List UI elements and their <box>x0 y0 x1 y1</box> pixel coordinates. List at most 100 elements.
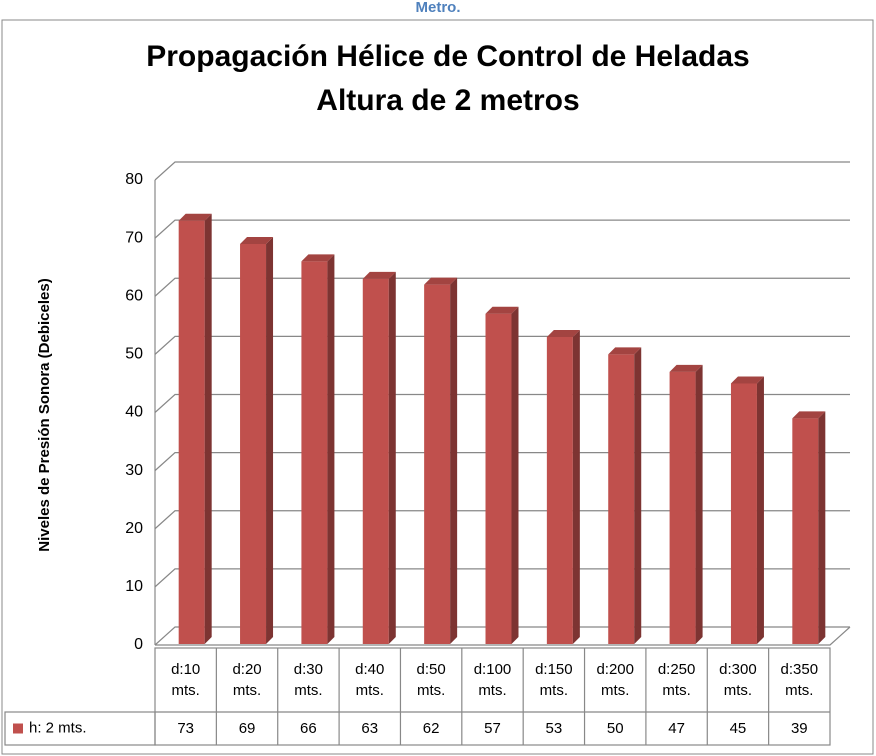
x-tick-label-box: d:40 mts. <box>355 661 385 699</box>
bar-front <box>424 284 451 644</box>
table-value-box: 66 <box>300 720 317 737</box>
bar-top <box>730 376 764 384</box>
bar <box>485 306 519 644</box>
y-tick-label: 60 <box>125 287 143 304</box>
table-value: 45 <box>729 720 747 737</box>
table-value: 50 <box>606 720 624 737</box>
grid-line <box>154 161 850 181</box>
bar-side <box>388 271 396 644</box>
bar-side <box>511 306 519 644</box>
y-tick-label: 10 <box>125 578 143 595</box>
bar <box>792 411 826 644</box>
table-value-box: 69 <box>238 720 256 737</box>
bar <box>546 329 580 644</box>
bar <box>178 213 212 644</box>
table-value: 66 <box>300 720 317 737</box>
x-tick-label: d:200 mts. <box>596 661 634 699</box>
bar-top <box>424 277 458 285</box>
bar-side <box>450 277 458 644</box>
bar-top <box>792 411 826 419</box>
grid-line <box>154 335 850 355</box>
x-tick-label: d:50 mts. <box>416 661 446 699</box>
y-tick-label: 20 <box>125 520 143 537</box>
bar-front <box>730 383 757 644</box>
grid-line <box>154 277 850 297</box>
y-axis-label: Niveles de Presión Sonora (Debiceles) <box>36 278 53 551</box>
bar-top <box>240 236 274 244</box>
table-value: 63 <box>361 720 379 737</box>
bar-side <box>818 411 826 644</box>
bar-top <box>301 254 335 262</box>
table-value: 47 <box>668 720 685 737</box>
bar <box>240 236 274 644</box>
x-tick-label: d:20 mts. <box>232 661 262 699</box>
x-tick-label-box: d:300 mts. <box>719 661 757 699</box>
table-value-box: 63 <box>361 720 379 737</box>
bar-top <box>485 306 519 314</box>
table-value: 69 <box>238 720 256 737</box>
table-value-box: 57 <box>484 720 501 737</box>
floor-edge <box>155 626 851 646</box>
x-tick-label: d:30 mts. <box>293 661 323 699</box>
bar-side <box>204 213 212 644</box>
bar-top <box>546 329 580 337</box>
bar-side <box>634 347 642 644</box>
table-value: 57 <box>484 720 501 737</box>
bar <box>362 271 396 644</box>
bar-front <box>178 220 205 644</box>
chart-title: Propagación Hélice de Control de Heladas <box>146 40 750 73</box>
bar-front <box>240 243 267 644</box>
bar <box>424 277 458 644</box>
table-value-box: 39 <box>791 720 808 737</box>
y-tick-label: 50 <box>125 346 143 363</box>
bar-top <box>362 271 396 279</box>
bar-side <box>327 254 335 644</box>
x-tick-label: d:10 mts. <box>171 661 201 699</box>
grid-line <box>154 219 850 239</box>
bar-front <box>669 371 696 644</box>
bar-side <box>756 376 764 644</box>
x-tick-label: d:40 mts. <box>355 661 385 699</box>
table-value-box: 73 <box>177 720 194 737</box>
table-value-box: 50 <box>606 720 624 737</box>
table-border <box>154 647 831 746</box>
x-tick-label-box: d:100 mts. <box>473 661 512 699</box>
bar-side <box>695 364 703 644</box>
bar-front <box>301 261 328 644</box>
table-value-box: 62 <box>422 720 440 737</box>
x-tick-label-box: d:50 mts. <box>416 661 446 699</box>
caption: Metro. <box>416 0 461 16</box>
y-tick-label: 70 <box>125 229 143 246</box>
bar <box>669 364 703 644</box>
bar <box>301 254 335 644</box>
x-tick-label-box: d:350 mts. <box>781 661 819 699</box>
x-tick-label: d:250 mts. <box>657 661 696 699</box>
table-value-box: 45 <box>729 720 747 737</box>
bar-top <box>608 347 642 355</box>
bar-top <box>178 213 212 221</box>
table-value: 62 <box>422 720 440 737</box>
x-tick-label: d:100 mts. <box>473 661 512 699</box>
y-tick-label: 80 <box>125 171 143 188</box>
table-value-box: 47 <box>668 720 685 737</box>
bar-side <box>572 329 580 644</box>
bar <box>730 376 764 644</box>
table-value-box: 53 <box>546 720 563 737</box>
bar-side <box>266 236 274 644</box>
legend-cell <box>4 711 156 746</box>
y-tick-label: 30 <box>125 462 143 479</box>
legend-label: h: 2 mts. <box>29 719 87 736</box>
x-tick-label-box: d:10 mts. <box>171 661 201 699</box>
x-tick-label-box: d:30 mts. <box>293 661 323 699</box>
bar-front <box>608 354 635 644</box>
x-tick-label-box: d:20 mts. <box>232 661 262 699</box>
bar-front <box>546 336 573 644</box>
bar <box>608 347 642 644</box>
bar-front <box>362 278 389 644</box>
x-tick-label-box: d:250 mts. <box>657 661 696 699</box>
x-tick-label: d:300 mts. <box>719 661 757 699</box>
x-tick-label-box: d:150 mts. <box>535 661 573 699</box>
bar-top <box>669 364 703 372</box>
legend-swatch <box>13 723 23 734</box>
